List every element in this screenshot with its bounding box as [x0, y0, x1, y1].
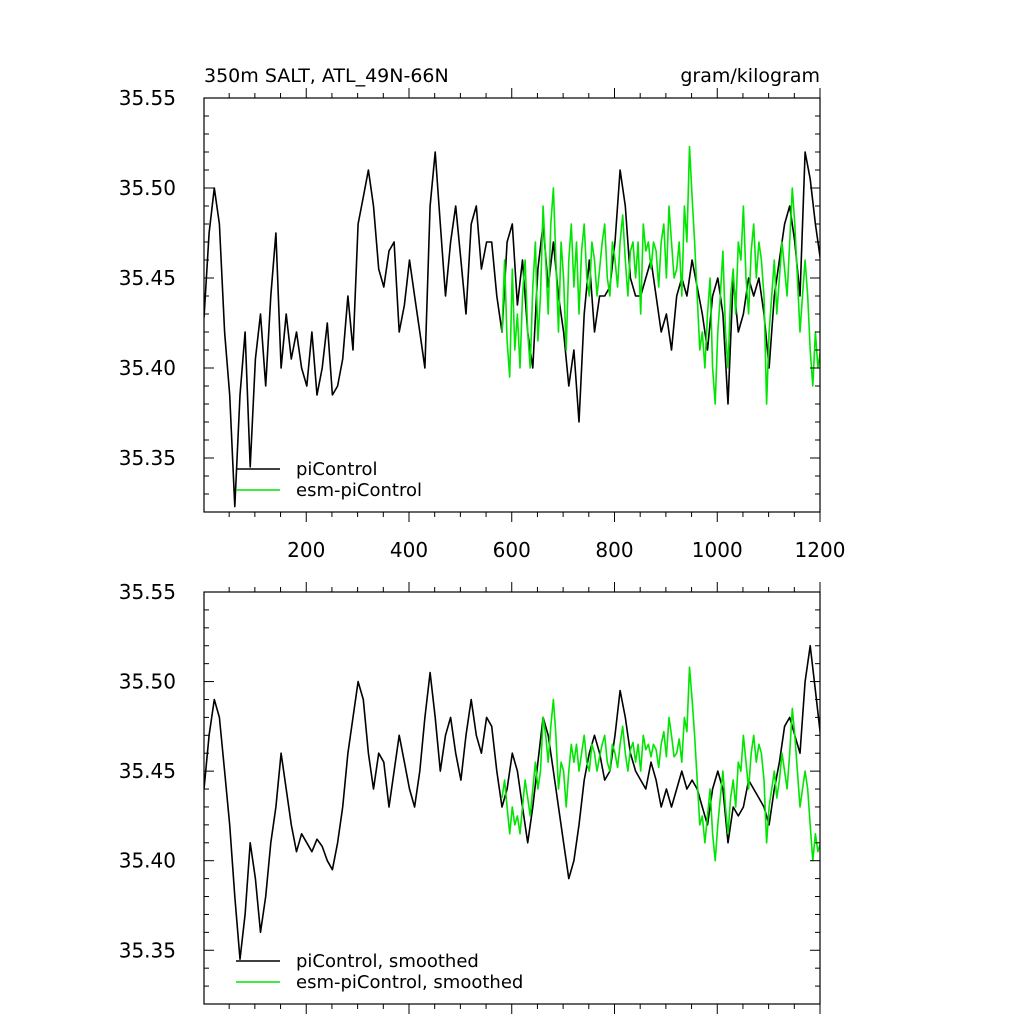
legend-label: piControl: [296, 459, 378, 480]
x-tick-label: 200: [287, 538, 325, 562]
legend-label: esm-piControl, smoothed: [296, 972, 523, 993]
y-tick-label: 35.40: [119, 849, 176, 873]
legend-label: esm-piControl: [296, 480, 422, 501]
x-tick-label: 800: [595, 538, 633, 562]
y-tick-label: 35.55: [119, 580, 176, 604]
y-tick-label: 35.45: [119, 266, 176, 290]
series-line-picontrol: [204, 151, 820, 508]
plot-frame: [203, 591, 821, 1005]
y-tick-label: 35.50: [119, 670, 176, 694]
panel-smoothed: 35.35 35.40 35.45 35.50 35.55 piControl, smoo…: [119, 580, 821, 1014]
x-tick-label: 1000: [692, 538, 743, 562]
y-tick-label: 35.50: [119, 176, 176, 200]
y-tick-label: 35.45: [119, 759, 176, 783]
panel-raw: 35.35 35.40 35.45 35.50 35.55 200 400 600 800 100…: [119, 86, 846, 562]
chart-title-right: gram/kilogram: [680, 65, 820, 87]
x-tick-label: 1200: [795, 538, 846, 562]
y-tick-label: 35.55: [119, 86, 176, 110]
series-line-picontrol: [204, 644, 820, 961]
series-line-esm-picontrol: [501, 666, 820, 862]
y-tick-label: 35.40: [119, 356, 176, 380]
y-tick-label: 35.35: [119, 938, 176, 962]
legend-label: piControl, smoothed: [296, 951, 479, 972]
chart-title-left: 350m SALT, ATL_49N-66N: [204, 65, 449, 87]
y-tick-label: 35.35: [119, 446, 176, 470]
series-line-esm-picontrol: [501, 145, 820, 405]
x-tick-label: 600: [493, 538, 531, 562]
x-tick-label: 400: [390, 538, 428, 562]
